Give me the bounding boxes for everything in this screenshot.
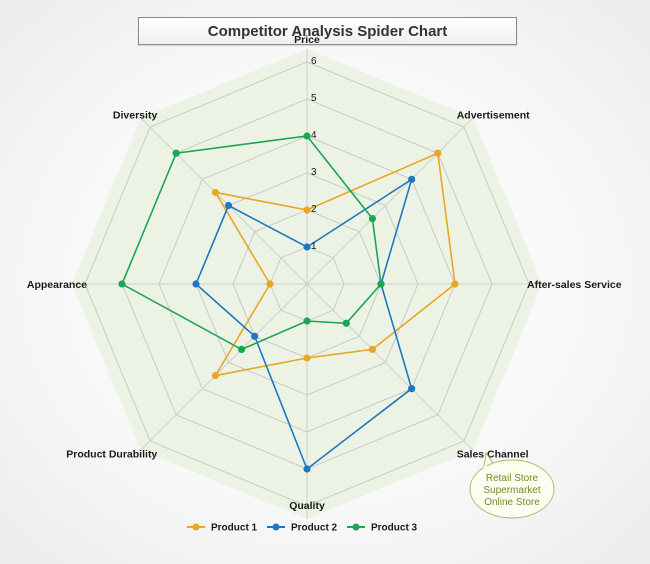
callout-line-supermarket: Supermarket [483, 485, 540, 496]
point-product-2-quality [303, 465, 311, 473]
point-product-3-price [303, 132, 311, 140]
point-product-1-appearance [266, 280, 274, 288]
radar-series [118, 132, 459, 473]
point-product-1-advertisement [434, 149, 442, 157]
callout-pointer-mask [484, 466, 498, 472]
legend-swatch-dot [272, 523, 280, 531]
axis-label-price: Price [294, 34, 320, 46]
axis-label-product-durability: Product Durability [66, 449, 157, 461]
point-product-2-product-durability [251, 332, 259, 340]
point-product-3-product-durability [237, 345, 246, 354]
axis-spoke-diversity [140, 117, 308, 285]
axis-label-sales-channel: Sales Channel [457, 449, 529, 461]
legend: Product 1 Product 2 Product 3 [187, 523, 418, 534]
radar-ticks: 1 2 3 4 5 6 [311, 56, 317, 252]
callout-line-online-store: Online Store [484, 497, 540, 508]
tick-label-6: 6 [311, 56, 317, 67]
axis-label-appearance: Appearance [27, 279, 87, 291]
point-product-3-after-sales-service [377, 280, 385, 288]
point-product-2-diversity [224, 201, 233, 210]
point-product-3-appearance [118, 280, 126, 288]
callout-bubble [469, 459, 555, 519]
axis-spoke-sales-channel [306, 283, 474, 451]
point-product-1-quality [303, 354, 311, 362]
axis-spoke-advertisement [306, 117, 474, 285]
legend-swatch-dot [192, 523, 200, 531]
point-product-1-after-sales-service [451, 280, 459, 288]
legend-label-product-3: Product 3 [371, 523, 418, 534]
axis-spoke-product-durability [140, 283, 308, 451]
tick-label-1: 1 [311, 241, 317, 252]
axis-label-quality: Quality [289, 500, 325, 512]
chart-title-box: Competitor Analysis Spider Chart [138, 17, 517, 45]
legend-item-product-2: Product 2 [267, 523, 338, 534]
radar-labels: Price Advertisement After-sales Service Sal… [27, 34, 622, 512]
point-product-3-quality [303, 317, 311, 325]
chart-title: Competitor Analysis Spider Chart [207, 22, 448, 40]
callout-line-retail-store: Retail Store [486, 473, 539, 484]
point-product-3-diversity [172, 149, 180, 157]
point-product-2-advertisement [408, 175, 416, 183]
point-product-1-diversity [211, 188, 220, 197]
legend-label-product-1: Product 1 [211, 523, 258, 534]
point-product-2-appearance [192, 280, 200, 288]
axis-label-after-sales-service: After-sales Service [527, 279, 622, 291]
point-product-2-sales-channel [408, 385, 416, 393]
legend-item-product-1: Product 1 [187, 523, 258, 534]
legend-item-product-3: Product 3 [347, 523, 418, 534]
tick-label-4: 4 [311, 130, 317, 141]
axis-label-diversity: Diversity [113, 109, 158, 121]
point-product-1-sales-channel [368, 345, 377, 354]
tick-label-5: 5 [311, 93, 317, 104]
tick-label-3: 3 [311, 167, 317, 178]
point-product-1-product-durability [211, 371, 220, 380]
point-product-1-price [303, 206, 311, 214]
legend-label-product-2: Product 2 [291, 523, 338, 534]
legend-swatch-dot [352, 523, 360, 531]
point-product-3-advertisement [368, 214, 377, 223]
point-product-3-sales-channel [342, 319, 350, 327]
tick-label-2: 2 [311, 204, 317, 215]
point-product-2-price [303, 243, 311, 251]
axis-label-advertisement: Advertisement [457, 109, 530, 121]
